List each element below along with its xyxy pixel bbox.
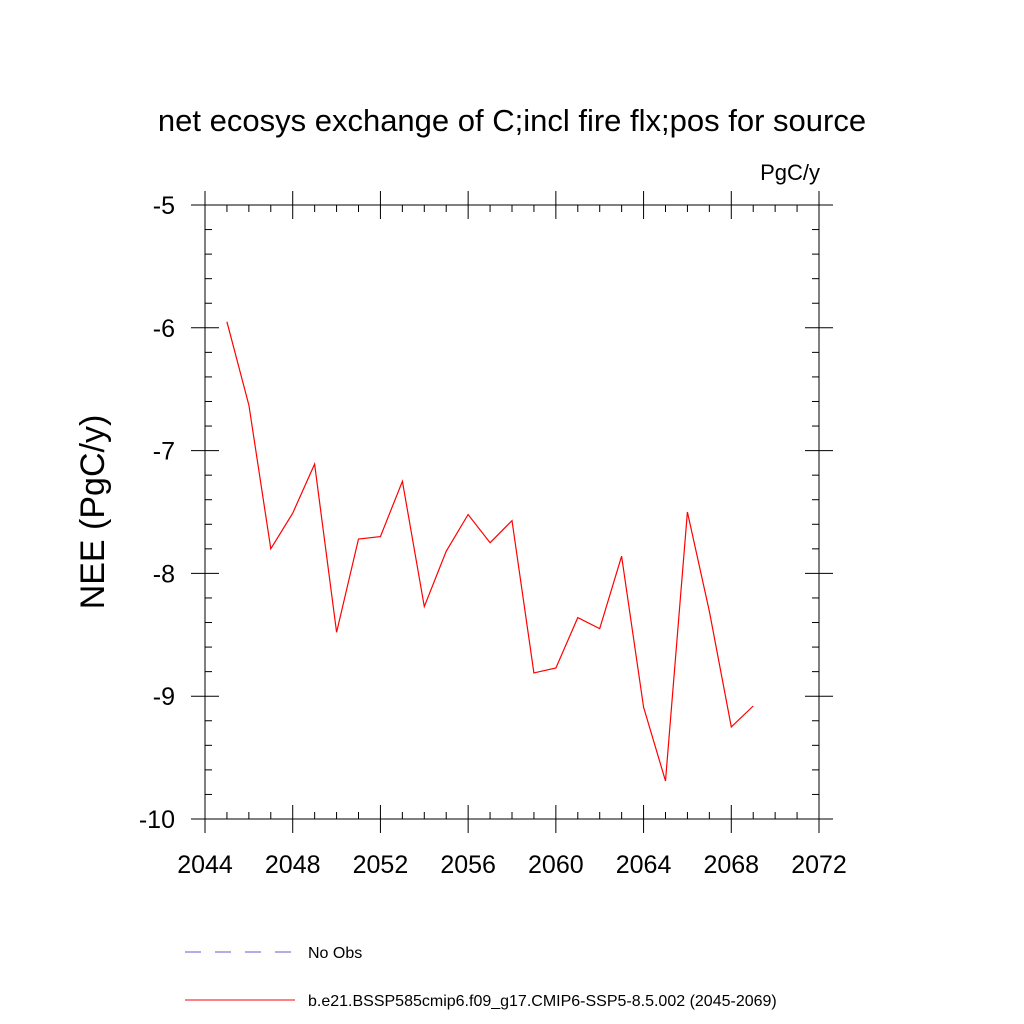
y-tick-label: -9 xyxy=(153,683,175,711)
axis-tick-labels: 2044 2048 2052 2056 2060 2064 2068 2072 -5 -6 -7 -8… xyxy=(139,192,847,879)
x-tick-label: 2072 xyxy=(791,851,847,879)
y-tick-label: -8 xyxy=(153,560,175,588)
legend-label: b.e21.BSSP585cmip6.f09_g17.CMIP6-SSP5-8.… xyxy=(308,993,777,1010)
x-tick-label: 2060 xyxy=(528,851,584,879)
x-tick-label: 2044 xyxy=(177,851,233,879)
axis-ticks xyxy=(191,191,833,833)
y-axis-label: NEE (PgC/y) xyxy=(74,415,112,610)
x-tick-label: 2052 xyxy=(353,851,409,879)
x-tick-label: 2068 xyxy=(703,851,759,879)
y-tick-label: -7 xyxy=(153,438,175,466)
legend-label: No Obs xyxy=(308,945,362,962)
y-tick-label: -5 xyxy=(153,192,175,220)
y-tick-label: -10 xyxy=(139,806,175,834)
legend: No Obs b.e21.BSSP585cmip6.f09_g17.CMIP6-S… xyxy=(185,945,777,1010)
units-label: PgC/y xyxy=(760,160,820,185)
x-tick-label: 2048 xyxy=(265,851,321,879)
x-tick-label: 2064 xyxy=(616,851,672,879)
x-tick-label: 2056 xyxy=(440,851,496,879)
plot-frame xyxy=(204,204,820,820)
series-layer xyxy=(226,321,754,782)
series-line-1 xyxy=(226,321,754,782)
y-tick-label: -6 xyxy=(153,315,175,343)
chart-title: net ecosys exchange of C;incl fire flx;p… xyxy=(158,103,866,138)
